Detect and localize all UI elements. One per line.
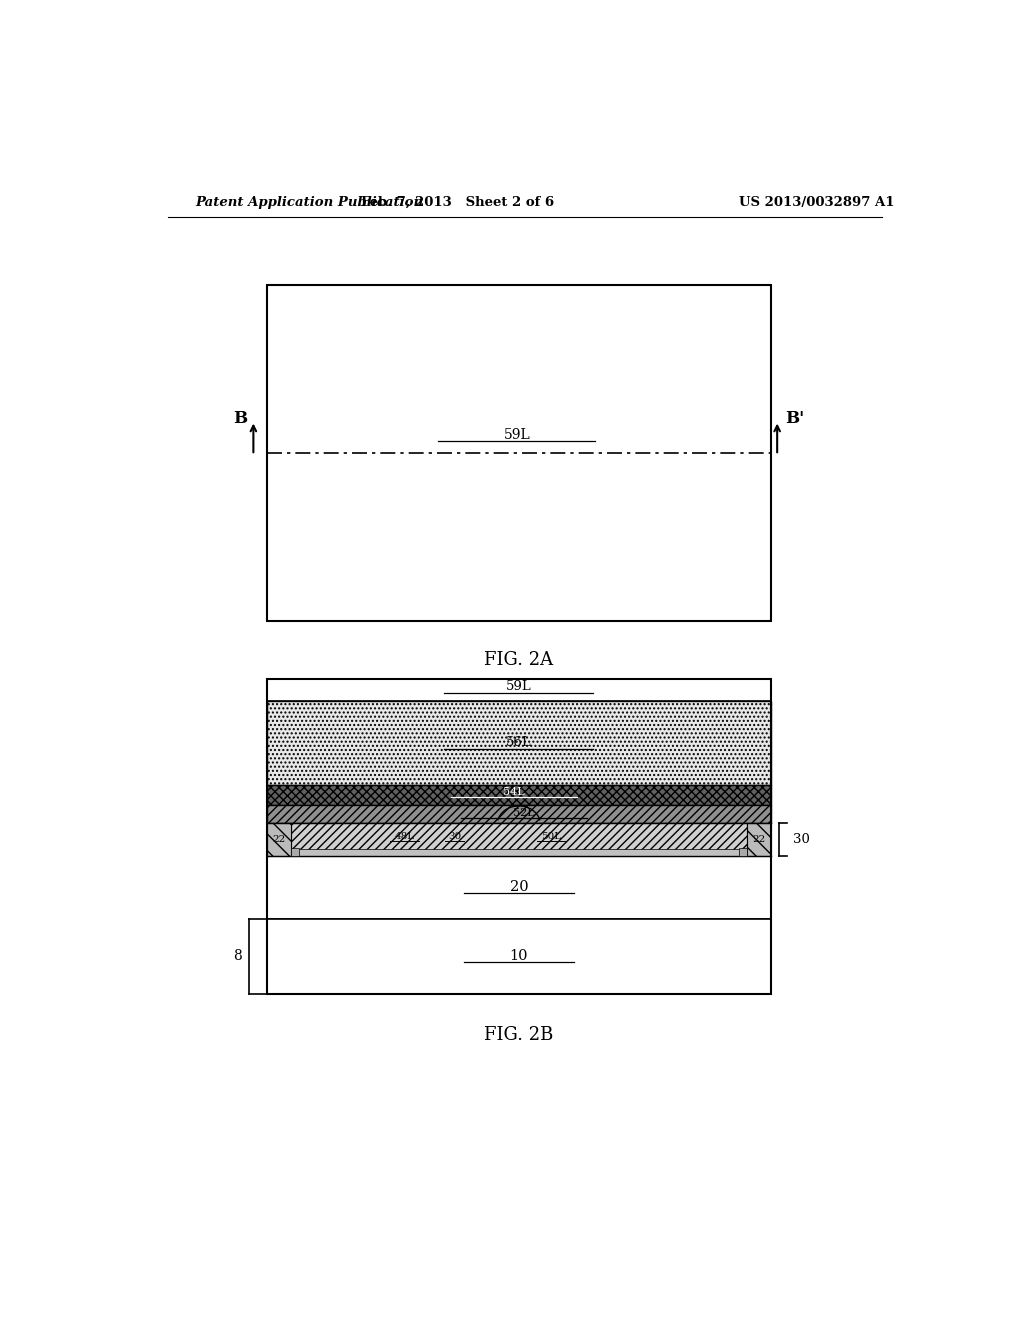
Text: 10: 10	[510, 949, 528, 964]
Bar	[267, 805, 771, 824]
Text: 48L: 48L	[394, 832, 415, 841]
Text: B': B'	[785, 409, 804, 426]
Text: US 2013/0032897 A1: US 2013/0032897 A1	[739, 195, 895, 209]
Text: 50L: 50L	[541, 832, 561, 841]
Bar	[267, 824, 291, 855]
Text: 59L: 59L	[504, 428, 530, 442]
Text: 20: 20	[510, 880, 528, 894]
Text: 30: 30	[793, 833, 810, 846]
Text: 56L: 56L	[506, 737, 531, 750]
Text: 22: 22	[272, 834, 286, 843]
Text: Patent Application Publication: Patent Application Publication	[196, 195, 424, 209]
Bar	[267, 678, 771, 701]
Bar	[267, 855, 771, 919]
Text: 59L: 59L	[506, 680, 531, 693]
Bar	[748, 824, 771, 855]
Bar	[267, 678, 771, 994]
Text: 54L: 54L	[503, 787, 524, 796]
Bar	[267, 285, 771, 620]
Text: Feb. 7, 2013   Sheet 2 of 6: Feb. 7, 2013 Sheet 2 of 6	[360, 195, 554, 209]
Text: FIG. 2B: FIG. 2B	[484, 1027, 554, 1044]
Text: 30: 30	[449, 832, 462, 841]
Bar	[738, 849, 748, 855]
Text: B: B	[232, 409, 247, 426]
Bar	[291, 824, 748, 855]
Bar	[267, 784, 771, 805]
Text: 8: 8	[232, 949, 242, 964]
Text: 52L: 52L	[513, 808, 535, 818]
Bar	[267, 701, 771, 784]
Bar	[267, 919, 771, 994]
Text: 22: 22	[753, 834, 766, 843]
Text: FIG. 2A: FIG. 2A	[484, 651, 553, 669]
Bar	[291, 849, 748, 855]
Bar	[291, 849, 299, 855]
